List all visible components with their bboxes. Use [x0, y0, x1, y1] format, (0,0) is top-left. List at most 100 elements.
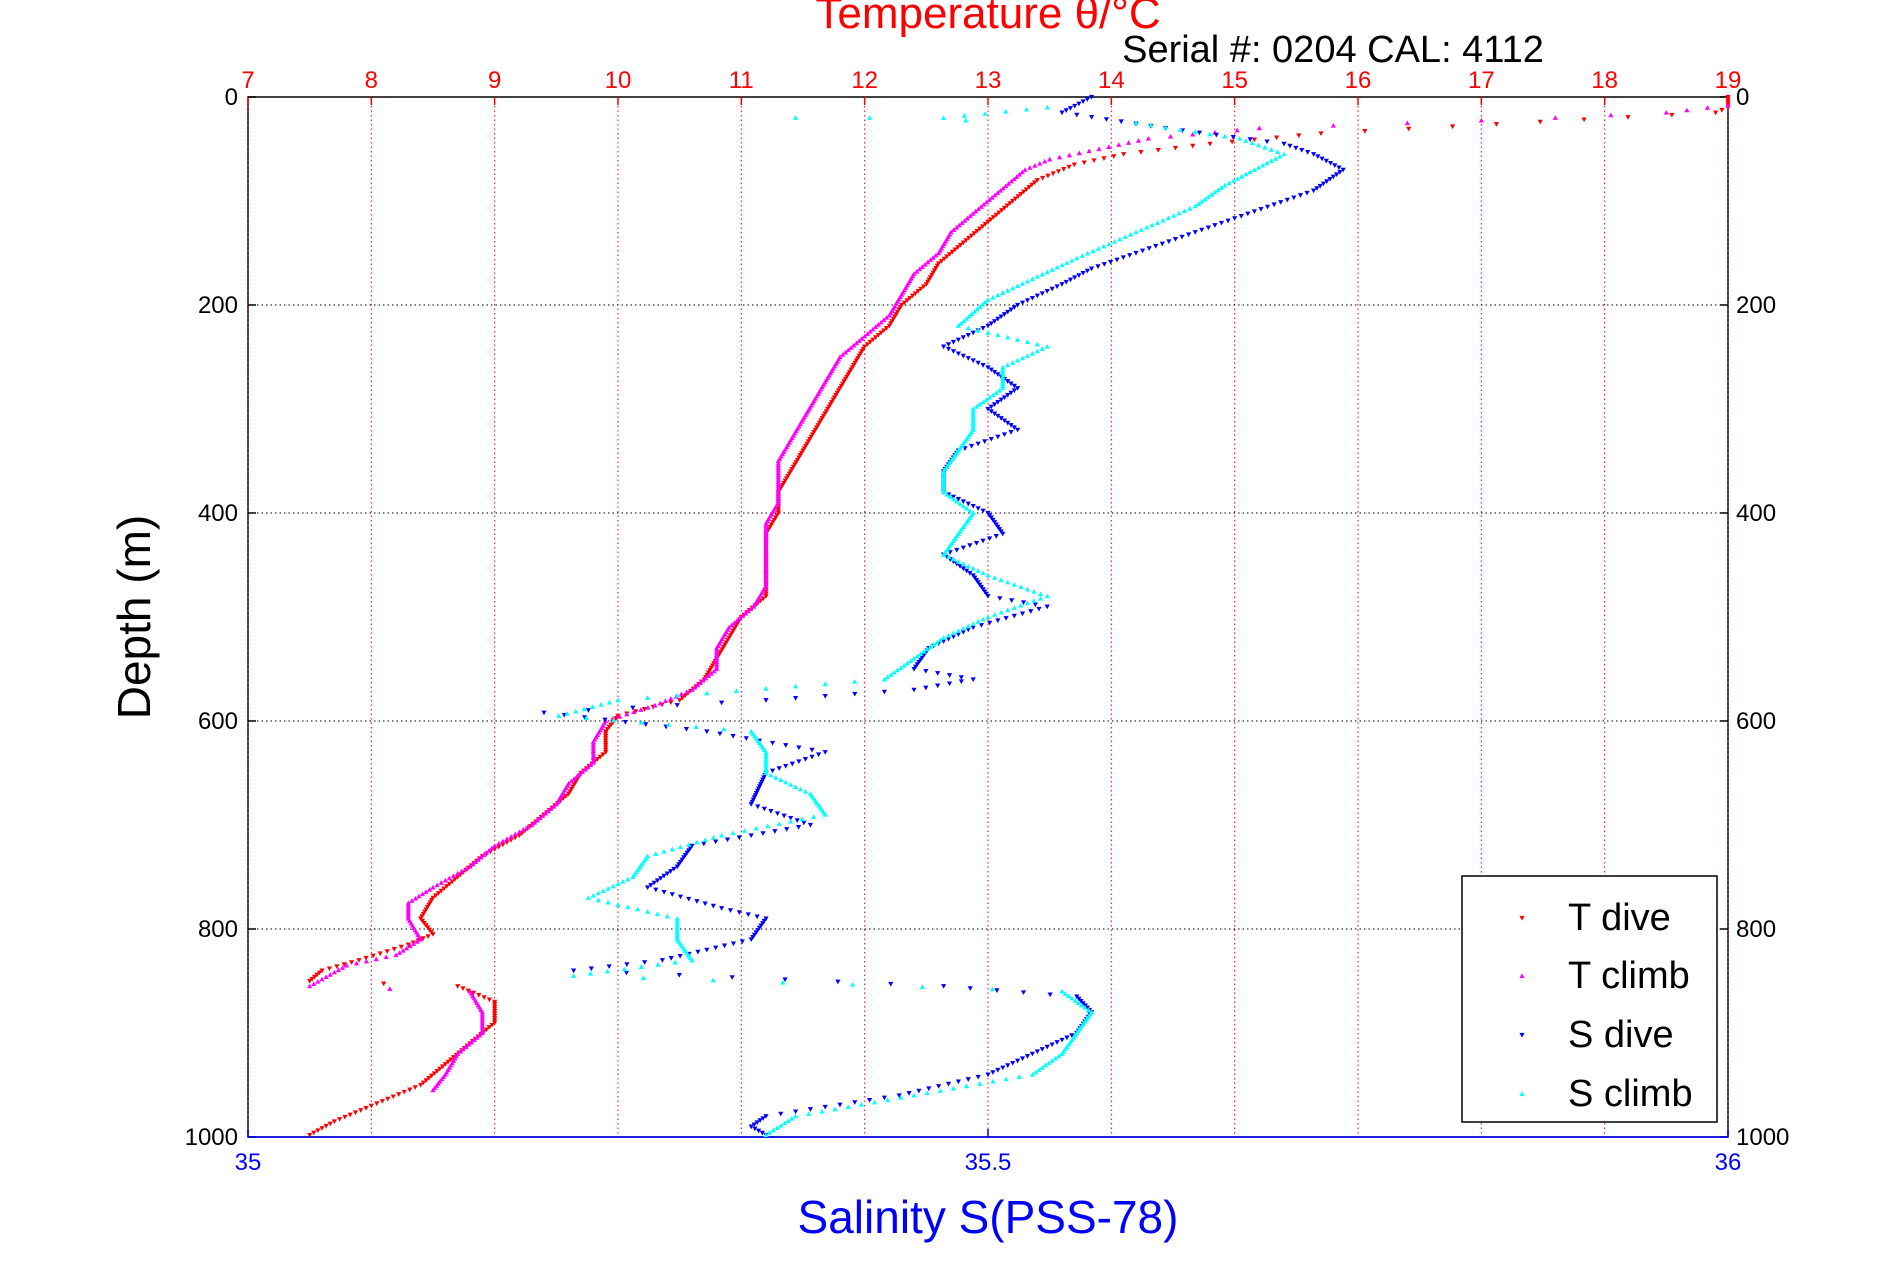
- data-point: [1260, 162, 1266, 168]
- legend-label-s-climb: S climb: [1568, 1073, 1693, 1115]
- data-point: [405, 942, 411, 948]
- data-point: [987, 536, 993, 542]
- data-point: [977, 226, 983, 232]
- data-point: [483, 1027, 490, 1033]
- data-point: [985, 594, 991, 599]
- data-point: [955, 351, 961, 357]
- data-point: [774, 1125, 780, 1130]
- data-point: [990, 392, 996, 398]
- data-point: [481, 995, 487, 1000]
- data-point: [985, 323, 991, 329]
- data-point: [1239, 173, 1245, 179]
- data-point: [941, 115, 947, 120]
- data-point: [1059, 1051, 1065, 1056]
- data-point: [983, 397, 989, 402]
- data-point: [1019, 169, 1025, 175]
- data-point: [1725, 102, 1731, 108]
- chart-title: Temperature θ/°C: [815, 0, 1160, 38]
- data-point: [918, 286, 924, 292]
- data-point: [822, 693, 828, 699]
- data-point: [875, 322, 881, 327]
- data-point: [1029, 295, 1035, 301]
- data-point: [742, 610, 749, 616]
- data-point: [1036, 1067, 1042, 1073]
- data-point: [924, 646, 930, 652]
- data-point: [625, 904, 631, 910]
- data-point: [573, 708, 579, 714]
- data-point: [583, 715, 589, 721]
- data-point: [341, 962, 347, 967]
- data-point: [1065, 993, 1072, 999]
- data-point: [980, 538, 986, 544]
- data-point: [845, 347, 851, 353]
- bottom-tick-label: 35: [235, 1149, 262, 1176]
- data-point: [980, 508, 986, 514]
- data-point: [947, 494, 953, 499]
- data-point: [767, 1129, 773, 1135]
- data-point: [315, 978, 321, 984]
- data-point: [1091, 158, 1097, 164]
- data-point: [438, 888, 444, 894]
- data-point: [883, 326, 890, 331]
- data-point: [1218, 220, 1225, 226]
- data-point: [615, 881, 621, 887]
- data-point: [624, 962, 630, 967]
- data-point: [974, 306, 980, 312]
- data-point: [1278, 200, 1284, 205]
- data-point: [604, 968, 611, 974]
- data-point: [349, 960, 355, 965]
- data-point: [914, 653, 920, 659]
- data-point: [669, 846, 675, 852]
- data-point: [370, 953, 376, 959]
- legend-marker-t-dive: [1519, 915, 1525, 921]
- data-point: [796, 745, 802, 751]
- data-point: [941, 489, 947, 495]
- data-point: [1199, 227, 1205, 233]
- data-point: [1079, 1002, 1085, 1008]
- data-point: [411, 941, 417, 946]
- data-point: [1262, 144, 1268, 150]
- data-point: [319, 968, 325, 974]
- data-point: [1247, 169, 1253, 175]
- data-point: [994, 988, 1000, 993]
- data-point: [719, 906, 725, 911]
- data-point: [1072, 275, 1078, 281]
- data-point: [1059, 262, 1065, 268]
- data-point: [763, 1132, 769, 1137]
- data-point: [1044, 593, 1050, 599]
- data-point: [666, 722, 672, 727]
- data-point: [926, 1086, 932, 1092]
- data-point: [658, 876, 664, 881]
- data-point: [669, 892, 675, 897]
- data-point: [730, 941, 737, 947]
- data-point: [960, 561, 966, 566]
- data-point: [975, 360, 981, 366]
- data-point: [832, 1106, 838, 1112]
- left-tick-label: 200: [198, 292, 238, 319]
- data-point: [1015, 386, 1021, 391]
- data-point: [587, 762, 594, 767]
- data-point: [1296, 133, 1302, 139]
- data-point: [730, 733, 736, 739]
- data-point: [1024, 1054, 1031, 1059]
- data-point: [630, 874, 636, 880]
- data-point: [944, 254, 950, 260]
- data-point: [733, 688, 739, 694]
- data-point: [1005, 362, 1011, 368]
- data-point: [717, 731, 723, 737]
- top-tick-label: 12: [851, 67, 878, 94]
- data-point: [677, 953, 683, 959]
- data-point: [1133, 250, 1139, 256]
- data-point: [676, 972, 682, 978]
- data-point: [964, 568, 970, 574]
- data-point: [957, 242, 964, 248]
- data-point: [975, 327, 981, 333]
- data-point: [801, 820, 807, 826]
- data-point: [835, 979, 841, 985]
- data-point: [423, 889, 429, 894]
- data-point: [1008, 390, 1014, 396]
- data-point: [974, 228, 980, 234]
- data-point: [1080, 99, 1086, 105]
- data-point: [455, 984, 461, 989]
- data-point: [390, 1094, 396, 1100]
